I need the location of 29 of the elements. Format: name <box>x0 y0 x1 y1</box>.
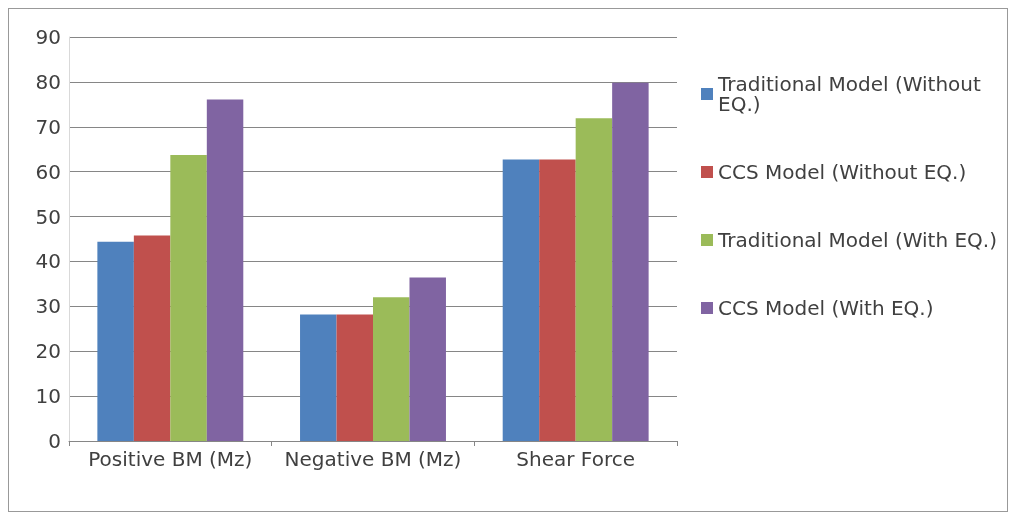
legend-label: Traditional Model (With EQ.) <box>717 228 998 252</box>
legend-label: Traditional Model (Without EQ.) <box>717 72 988 116</box>
y-tick-label: 80 <box>35 69 61 94</box>
y-tick-label: 50 <box>35 204 61 229</box>
bar <box>373 297 410 441</box>
bar <box>612 82 649 441</box>
legend-label: CCS Model (With EQ.) <box>718 296 934 320</box>
y-tick-label: 0 <box>48 429 61 453</box>
bar <box>300 314 337 441</box>
y-tick-label: 40 <box>35 249 61 274</box>
y-tick-label: 60 <box>35 159 61 184</box>
y-tick-label: 70 <box>35 114 61 139</box>
bar <box>97 241 134 441</box>
y-tick-label: 20 <box>35 339 61 364</box>
y-tick-label: 10 <box>35 384 61 409</box>
bar <box>539 159 576 441</box>
bar <box>206 99 244 441</box>
y-tick-label: 30 <box>35 294 61 319</box>
bar <box>133 235 171 441</box>
x-tick-label: Positive BM (Mz) <box>88 447 253 471</box>
bar <box>575 118 613 441</box>
y-tick-label: 90 <box>35 25 61 49</box>
bar <box>502 159 540 441</box>
bar <box>336 314 373 441</box>
bar <box>409 277 446 441</box>
x-tick-label: Negative BM (Mz) <box>284 447 462 471</box>
legend-label: CCS Model (Without EQ.) <box>718 160 967 184</box>
bar <box>170 155 207 441</box>
x-tick-label: Shear Force <box>516 447 635 471</box>
